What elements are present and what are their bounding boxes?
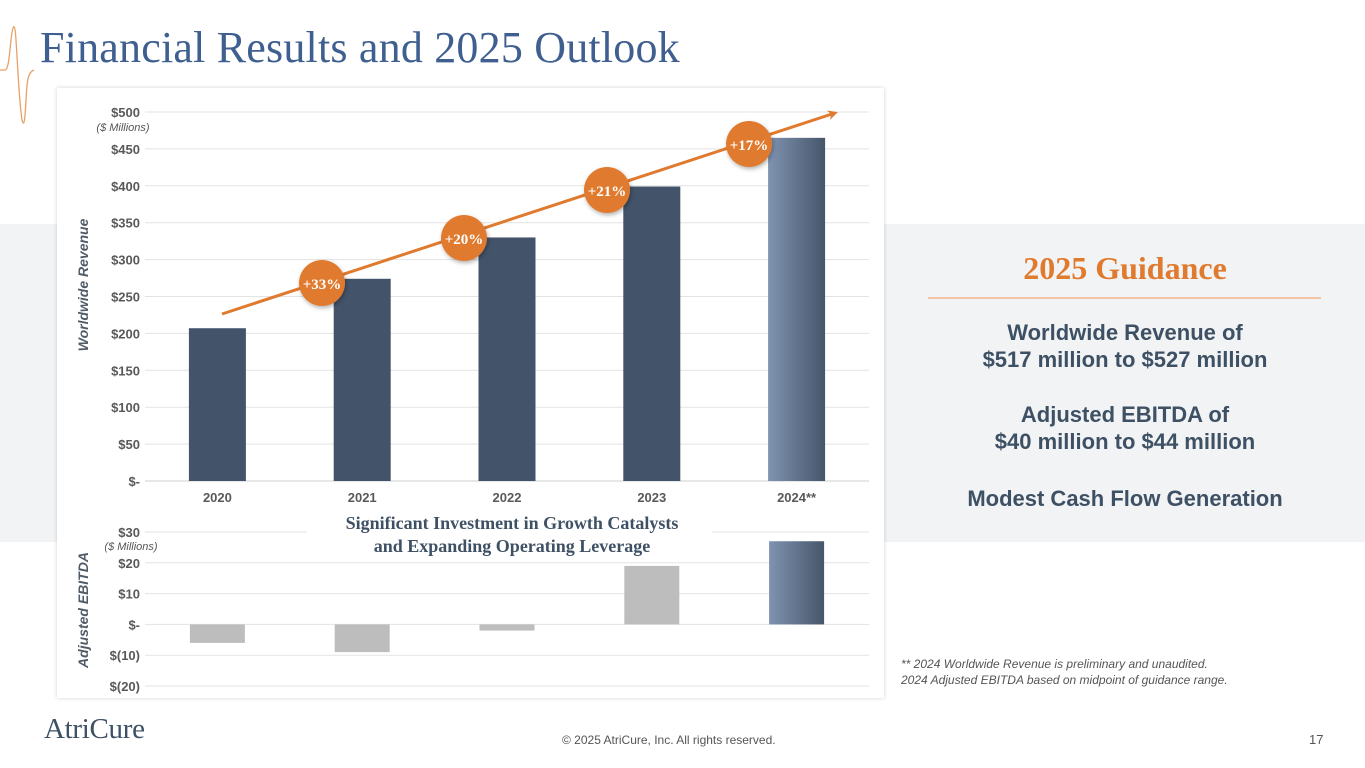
- revenue-bar-2023: [623, 186, 681, 481]
- ebitda-bar-2024: [769, 541, 825, 625]
- guidance-revenue-line2: $517 million to $527 million: [982, 347, 1268, 372]
- footnote-line1: ** 2024 Worldwide Revenue is preliminary…: [901, 657, 1208, 671]
- ebitda-y-ticks: $(20) $(10) $- $10 $20 $30: [110, 525, 140, 694]
- growth-badge-label: +33%: [303, 277, 342, 293]
- revenue-y-tick-label: $-: [128, 474, 140, 489]
- revenue-y-ticks: $- $50 $100 $150 $200 $250 $300 $350 $400 $450 $50…: [111, 105, 140, 489]
- growth-badge: [299, 260, 345, 306]
- page-title: Financial Results and 2025 Outlook: [40, 23, 680, 72]
- ebitda-bars: [189, 541, 825, 653]
- atricure-logo: AtriCure: [44, 713, 145, 745]
- revenue-y-tick-label: $400: [111, 179, 140, 194]
- revenue-x-tick-label: 2024**: [777, 490, 817, 505]
- growth-badge: [441, 215, 487, 261]
- revenue-x-ticks: 2020 2021 2022 2023 2024**: [203, 490, 817, 505]
- revenue-x-tick-label: 2022: [493, 490, 522, 505]
- revenue-y-tick-label: $150: [111, 363, 140, 378]
- revenue-x-tick-label: 2023: [637, 490, 666, 505]
- growth-badge: [726, 121, 772, 167]
- revenue-y-tick-label: $500: [111, 105, 140, 120]
- guidance-panel: 2025 Guidance Worldwide Revenue of $517 …: [890, 224, 1360, 542]
- revenue-x-tick-label: 2020: [203, 490, 232, 505]
- heartbeat-icon: [0, 25, 35, 124]
- revenue-y-tick-label: $350: [111, 216, 140, 231]
- ebitda-y-tick-label: $(10): [110, 648, 140, 663]
- ebitda-title-backdrop: [307, 508, 712, 558]
- growth-trend: +33% +20% +21% +17%: [221, 110, 838, 316]
- revenue-y-tick-label: $250: [111, 290, 140, 305]
- guidance-revenue: Worldwide Revenue of $517 million to $52…: [890, 319, 1360, 373]
- revenue-bar-2020: [188, 328, 246, 481]
- revenue-y-tick-label: $450: [111, 142, 140, 157]
- growth-badge-label: +17%: [730, 138, 769, 154]
- revenue-y-tick-label: $300: [111, 253, 140, 268]
- guidance-revenue-line1: Worldwide Revenue of: [1007, 320, 1243, 345]
- ebitda-y-axis-label: Adjusted EBITDA: [75, 552, 91, 669]
- chart-card: $- $50 $100 $150 $200 $250 $300 $350 $400 $450 $50…: [57, 88, 884, 698]
- ebitda-bar-2023: [624, 565, 680, 625]
- footnote-line2: 2024 Adjusted EBITDA based on midpoint o…: [901, 673, 1228, 687]
- ebitda-y-tick-label: $10: [118, 587, 140, 602]
- ebitda-bar-2021: [334, 624, 390, 653]
- ebitda-chart-title-line2: and Expanding Operating Leverage: [374, 536, 651, 556]
- footnote: ** 2024 Worldwide Revenue is preliminary…: [901, 656, 1228, 688]
- guidance-title: 2025 Guidance: [1023, 250, 1227, 286]
- revenue-ebitda-chart: $- $50 $100 $150 $200 $250 $300 $350 $400 $450 $50…: [75, 105, 869, 694]
- guidance-cash-flow: Modest Cash Flow Generation: [890, 485, 1360, 512]
- revenue-y-tick-label: $200: [111, 326, 140, 341]
- guidance-ebitda-line1: Adjusted EBITDA of: [1020, 402, 1230, 427]
- revenue-bar-2024: [768, 137, 826, 481]
- ebitda-y-tick-label: $30: [118, 525, 140, 540]
- revenue-bar-2022: [478, 237, 536, 481]
- ebitda-chart-title-line1: Significant Investment in Growth Catalys…: [346, 513, 679, 533]
- revenue-y-tick-label: $50: [118, 437, 140, 452]
- ebitda-bar-2022: [479, 624, 535, 631]
- revenue-x-tick-label: 2021: [348, 490, 377, 505]
- page-number: 17: [1309, 732, 1324, 747]
- guidance-ebitda: Adjusted EBITDA of $40 million to $44 mi…: [890, 401, 1360, 455]
- growth-badge: [584, 167, 630, 213]
- growth-badge-label: +20%: [445, 232, 484, 248]
- revenue-bars: [188, 137, 826, 481]
- ebitda-y-tick-label: $(20): [110, 679, 140, 694]
- guidance-divider: [928, 297, 1321, 299]
- revenue-y-axis-label: Worldwide Revenue: [75, 218, 91, 351]
- guidance-ebitda-line2: $40 million to $44 million: [994, 429, 1256, 454]
- revenue-units-note: ($ Millions): [96, 122, 150, 134]
- copyright: © 2025 AtriCure, Inc. All rights reserve…: [562, 733, 776, 747]
- revenue-y-tick-label: $100: [111, 400, 140, 415]
- revenue-bar-2021: [333, 278, 391, 481]
- ebitda-y-tick-label: $-: [128, 617, 140, 632]
- ebitda-y-tick-label: $20: [118, 556, 140, 571]
- growth-badge-label: +21%: [588, 184, 627, 200]
- guidance-cash-flow-line1: Modest Cash Flow Generation: [967, 486, 1283, 511]
- ebitda-bar-2020: [189, 624, 245, 643]
- ebitda-units-note: ($ Millions): [104, 541, 158, 553]
